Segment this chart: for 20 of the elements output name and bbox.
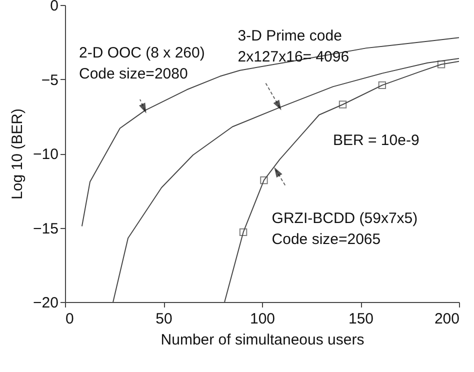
annotation: BER = 10e-9 <box>333 132 420 149</box>
y-tick-label: −10 <box>33 146 58 163</box>
point <box>260 176 268 184</box>
y-tick-label: −5 <box>41 72 58 89</box>
x-tick-label: 100 <box>250 310 276 328</box>
x-tick-label: 0 <box>66 310 74 328</box>
x-tick-label: 150 <box>348 310 374 328</box>
x-tick-label: 200 <box>434 310 460 328</box>
y-tick-label: −15 <box>33 220 58 238</box>
y-tick-label: −20 <box>33 294 58 312</box>
y-axis-title: Log 10 (BER) <box>9 108 26 200</box>
point <box>338 100 347 108</box>
x-axis-title: Number of simultaneous users <box>160 332 364 348</box>
point <box>437 60 446 68</box>
x-tick-label: 50 <box>156 310 172 328</box>
annotation: 2-D OOC (8 x 260) Code size=2080 <box>78 44 205 82</box>
point <box>378 81 386 90</box>
annotation: GRZI-BCDD (59x7x5) Code size=2065 <box>272 210 418 248</box>
point <box>239 228 248 236</box>
y-tick-label: 0 <box>50 0 58 14</box>
